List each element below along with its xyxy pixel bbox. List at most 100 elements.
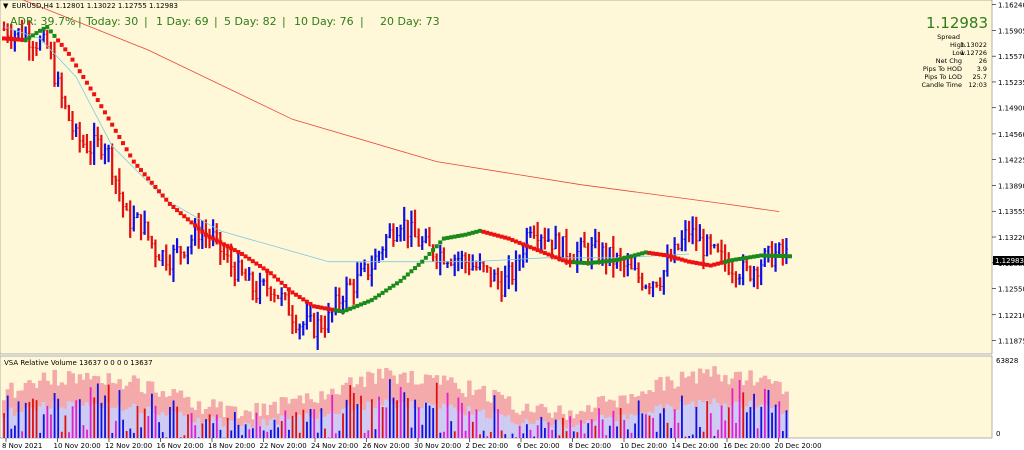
volume-bar[interactable] [89,387,92,438]
volume-bar[interactable] [24,402,27,438]
volume-bar[interactable] [691,434,694,438]
volume-bar[interactable] [425,402,427,438]
volume-bar[interactable] [306,421,308,438]
volume-bar[interactable] [637,400,640,438]
volume-bar[interactable] [64,415,67,438]
volume-bar[interactable] [129,428,132,438]
volume-bar[interactable] [655,431,658,438]
volume-bar[interactable] [771,412,773,438]
volume-bar[interactable] [338,430,341,438]
volume-bar[interactable] [295,412,298,438]
volume-bar[interactable] [248,429,251,438]
volume-bar[interactable] [208,414,211,438]
volume-bar[interactable] [399,387,402,438]
volume-bar[interactable] [443,431,445,438]
volume-bar[interactable] [259,426,261,438]
volume-bar[interactable] [407,398,409,438]
volume-bar[interactable] [14,425,16,438]
volume-bar[interactable] [82,425,85,438]
volume-bar[interactable] [709,413,712,438]
volume-bar[interactable] [414,399,417,438]
volume-bar[interactable] [540,416,543,438]
volume-bar[interactable] [576,432,579,438]
volume-bar[interactable] [367,430,370,438]
volume-bar[interactable] [176,406,179,438]
volume-bar[interactable] [594,425,597,438]
volume-bar[interactable] [731,388,734,438]
volume-bar[interactable] [118,390,121,438]
volume-bar[interactable] [197,437,200,438]
volume-bar[interactable] [111,432,114,438]
volume-bar[interactable] [724,420,727,438]
volume-bar[interactable] [547,422,550,438]
volume-bar[interactable] [619,408,622,438]
volume-bar[interactable] [179,437,182,438]
volume-bar[interactable] [760,406,763,438]
volume-bar[interactable] [583,433,586,438]
volume-bar[interactable] [273,419,276,438]
volume-bar[interactable] [702,431,705,438]
volume-bar[interactable] [717,429,719,438]
volume-bar[interactable] [525,424,528,438]
volume-bar[interactable] [756,428,759,438]
volume-bar[interactable] [666,422,669,438]
volume-bar[interactable] [360,395,362,438]
volume-bar[interactable] [544,428,546,438]
volume-bar[interactable] [590,419,593,438]
volume-bar[interactable] [457,397,460,438]
volume-bar[interactable] [21,431,24,438]
volume-bar[interactable] [86,429,88,438]
volume-bar[interactable] [363,432,366,438]
volume-bar[interactable] [634,423,636,438]
volume-bar[interactable] [169,406,171,438]
volume-bar[interactable] [511,433,514,438]
volume-bar[interactable] [165,437,168,438]
volume-bar[interactable] [288,429,290,438]
volume-bar[interactable] [378,396,380,438]
volume-bar[interactable] [349,385,352,438]
volume-bar[interactable] [345,399,348,438]
volume-bar[interactable] [255,412,258,438]
volume-bar[interactable] [713,436,716,438]
volume-bar[interactable] [151,393,153,438]
volume-bar[interactable] [522,433,525,438]
volume-bar[interactable] [616,426,618,438]
volume-bar[interactable] [670,427,673,438]
volume-bar[interactable] [3,413,5,438]
volume-bar[interactable] [352,392,355,438]
volume-bar[interactable] [230,430,233,438]
volume-bar[interactable] [688,436,691,438]
volume-bar[interactable] [648,415,651,438]
volume-bar[interactable] [461,402,463,438]
volume-bar[interactable] [122,419,124,438]
price-plot-area[interactable] [0,0,993,355]
volume-bar[interactable] [623,419,626,438]
volume-bar[interactable] [266,431,269,438]
volume-bar[interactable] [572,431,575,438]
volume-bar[interactable] [334,433,337,438]
volume-bar[interactable] [450,421,453,438]
volume-bar[interactable] [183,435,186,438]
volume-bar[interactable] [215,414,218,438]
volume-bar[interactable] [309,409,312,438]
volume-bar[interactable] [298,432,301,438]
volume-bar[interactable] [374,429,377,438]
volume-bar[interactable] [381,407,384,438]
volume-bar[interactable] [125,430,128,438]
volume-bar[interactable] [370,399,373,438]
volume-bar[interactable] [114,420,117,438]
volume-bar[interactable] [194,425,197,438]
volume-bar[interactable] [136,405,139,438]
volume-bar[interactable] [554,419,557,438]
volume-bar[interactable] [681,395,683,438]
volume-bar[interactable] [10,428,13,438]
volume-bar[interactable] [396,400,398,438]
volume-bar[interactable] [569,416,572,438]
volume-bar[interactable] [673,409,676,438]
volume-bar[interactable] [42,414,45,438]
volume-bar[interactable] [324,428,326,438]
volume-bar[interactable] [57,398,60,438]
volume-bar[interactable] [497,409,499,438]
volume-bar[interactable] [270,429,272,438]
